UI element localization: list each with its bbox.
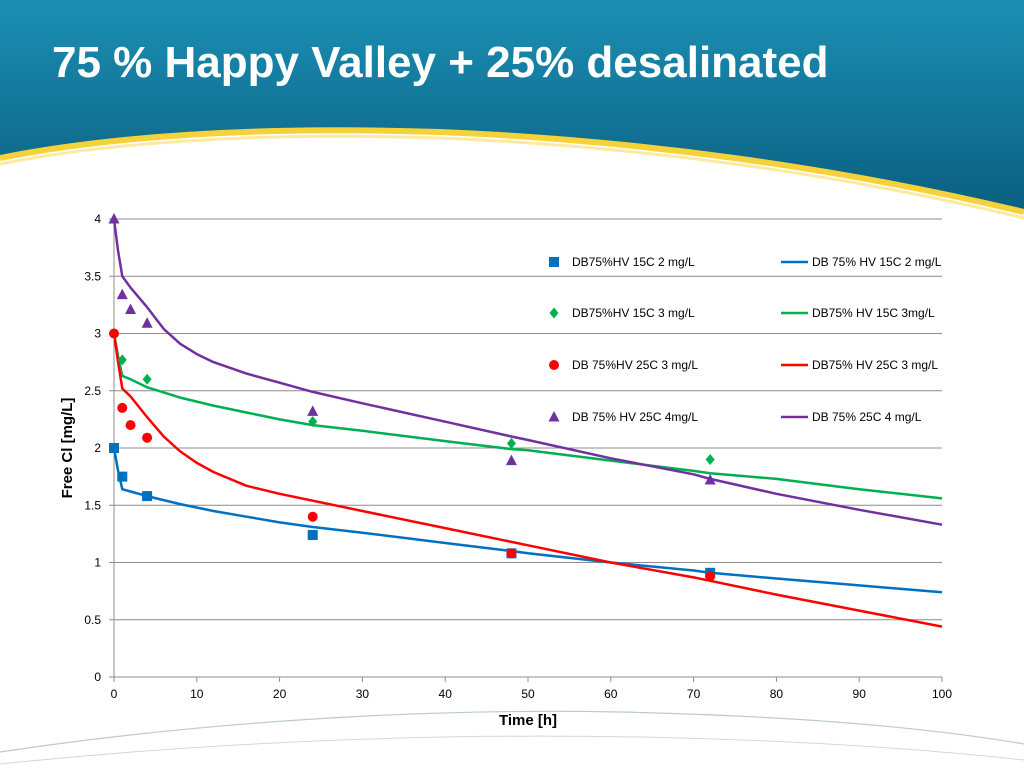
banner-accent-curve xyxy=(0,127,1024,215)
y-tick-label: 1 xyxy=(94,556,101,570)
data-point-triangle xyxy=(307,405,319,416)
y-tick-label: 2 xyxy=(94,441,101,455)
footer-swoosh-2 xyxy=(0,735,1024,765)
series-line xyxy=(112,447,943,594)
x-axis-title: Time [h] xyxy=(499,712,557,729)
data-point-square xyxy=(109,443,119,453)
gridlines xyxy=(114,218,942,621)
data-point-circle xyxy=(142,432,153,443)
data-point-circle xyxy=(307,511,318,522)
legend-marker xyxy=(548,411,560,422)
x-tick-label: 30 xyxy=(356,687,370,701)
data-point-square xyxy=(117,471,128,482)
data-point-triangle xyxy=(704,474,716,485)
x-tick-label: 100 xyxy=(932,687,952,701)
data-point-square xyxy=(142,491,153,502)
data-point-diamond xyxy=(117,354,127,366)
data-point-diamond xyxy=(506,437,516,449)
title-banner xyxy=(0,0,1024,220)
x-tick-label: 40 xyxy=(439,687,453,701)
footer-swoosh xyxy=(0,710,1024,753)
data-point-circle xyxy=(705,571,716,582)
legend-marker xyxy=(549,257,559,267)
y-tick-label: 4 xyxy=(94,212,101,226)
slide-title: 75 % Happy Valley + 25% desalinated xyxy=(52,38,829,87)
y-tick-label: 3.5 xyxy=(84,269,101,283)
plot-area xyxy=(108,213,943,628)
x-tick-label: 60 xyxy=(604,687,618,701)
legend-label: DB 75%HV 25C 3 mg/L xyxy=(572,358,698,372)
legend-label: DB 75% 25C 4 mg/L xyxy=(812,410,922,424)
legend-label: DB75%HV 15C 2 mg/L xyxy=(572,255,695,269)
data-point-circle xyxy=(109,328,119,339)
y-tick-label: 1.5 xyxy=(84,498,101,512)
data-point-circle xyxy=(506,548,517,559)
data-point-circle xyxy=(117,402,128,413)
x-tick-label: 20 xyxy=(273,687,287,701)
y-tick-label: 0 xyxy=(94,670,101,684)
legend-label: DB75%HV 15C 3 mg/L xyxy=(572,306,695,320)
series-line xyxy=(112,333,943,628)
data-point-diamond xyxy=(705,453,715,465)
series-line xyxy=(112,218,943,526)
legend-label: DB75% HV 25C 3 mg/L xyxy=(812,358,938,372)
data-point-triangle xyxy=(141,317,153,328)
y-tick-label: 0.5 xyxy=(84,613,101,627)
x-tick-label: 90 xyxy=(853,687,867,701)
data-point-triangle xyxy=(125,303,137,314)
axes: 00.511.522.533.540 10 20 30 40 50 60 70 80 90 100 xyxy=(84,212,952,701)
series-line xyxy=(112,333,943,500)
legend-marker xyxy=(549,307,559,319)
y-tick-label: 3 xyxy=(94,327,101,341)
legend-label: DB 75% HV 15C 2 mg/L xyxy=(812,255,942,269)
x-tick-label: 10 xyxy=(190,687,204,701)
data-point-diamond xyxy=(308,416,318,428)
x-tick-label: 0 xyxy=(111,687,118,701)
data-point-triangle xyxy=(505,454,517,466)
banner-accent-curve-light xyxy=(0,134,1024,220)
x-tick-label: 70 xyxy=(687,687,701,701)
legend-label: DB 75% HV 25C 4mg/L xyxy=(572,410,698,424)
banner-fill xyxy=(0,0,1024,212)
y-tick-label: 2.5 xyxy=(84,384,101,398)
footer-decoration xyxy=(0,710,1024,765)
data-point-triangle xyxy=(108,213,120,224)
data-point-diamond xyxy=(142,373,152,385)
data-point-square xyxy=(307,530,318,541)
legend-label: DB75% HV 15C 3mg/L xyxy=(812,306,935,320)
legend: DB75%HV 15C 2 mg/L DB75%HV 15C 3 mg/L DB 7… xyxy=(548,255,942,424)
legend-marker xyxy=(549,360,559,370)
data-point-circle xyxy=(125,420,136,431)
data-point-triangle xyxy=(116,288,128,300)
x-tick-label: 50 xyxy=(521,687,535,701)
x-tick-label: 80 xyxy=(770,687,784,701)
y-axis-title: Free Cl [mg/L] xyxy=(59,398,76,499)
